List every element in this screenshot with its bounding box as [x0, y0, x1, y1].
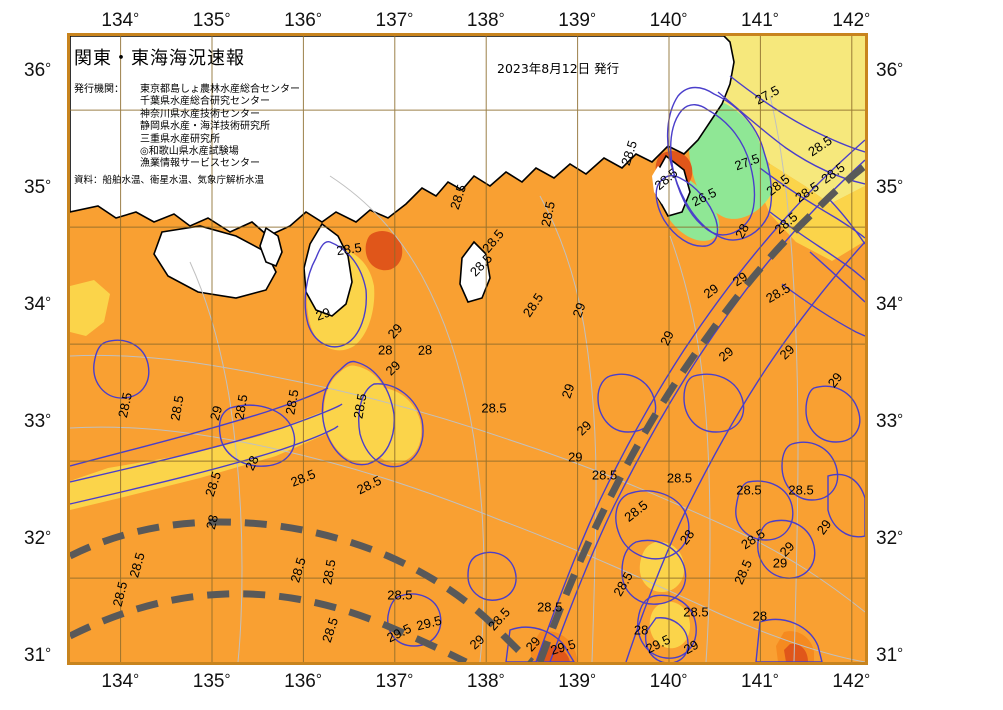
- band-280-ogasawara-patch: [649, 601, 690, 649]
- latitude-tick-label: 34°: [24, 294, 52, 316]
- contour-value-label: 28.5: [537, 599, 563, 615]
- longitude-tick-label: 135°: [192, 10, 231, 31]
- latitude-tick-label: 33°: [24, 411, 52, 433]
- publisher-label: [74, 109, 140, 121]
- issue-date: 2023年8月12日 発行: [497, 61, 620, 76]
- contour-value-label: 28: [202, 512, 221, 531]
- longitude-tick-label: 142°: [832, 671, 871, 692]
- band-280-west: [70, 280, 110, 336]
- land-honshu: [70, 36, 735, 237]
- latitude-tick-label: 31°: [24, 645, 52, 667]
- publisher-name: 三重県水産研究所: [140, 133, 220, 145]
- longitude-tick-label: 139°: [558, 671, 596, 692]
- band-290-mikawa: [365, 230, 403, 271]
- publisher-name: ◎和歌山県水産試験場: [140, 146, 239, 158]
- publisher-label: [74, 134, 140, 146]
- latitude-tick-label: 36°: [876, 60, 904, 82]
- publisher-row: 静岡県水産・海洋技術研究所: [74, 121, 300, 133]
- longitude-tick-label: 141°: [741, 10, 779, 31]
- latitude-tick-label: 36°: [24, 60, 52, 82]
- land-shikoku: [153, 225, 277, 299]
- contour-value-label: 28: [416, 341, 433, 358]
- longitude-tick-label: 137°: [375, 10, 414, 31]
- longitude-tick-label: 139°: [558, 10, 596, 31]
- contour-value-label: 28.5: [736, 482, 762, 498]
- header-block: 関東・東海海況速報: [74, 44, 245, 70]
- longitude-tick-label: 142°: [832, 10, 871, 31]
- page-title: 関東・東海海況速報: [74, 48, 245, 69]
- latitude-tick-label: 31°: [876, 645, 904, 667]
- contour-value-label: 28: [378, 342, 393, 358]
- longitude-tick-label: 134°: [101, 10, 140, 31]
- publisher-name: 神奈川県水産技術センター: [140, 108, 260, 120]
- band-285-kii-core: [70, 420, 326, 510]
- latitude-tick-label: 32°: [24, 528, 52, 550]
- latitude-tick-label: 34°: [876, 294, 904, 316]
- source-line: 資料：船舶水温、衛星水温、気象庁解析水温: [74, 175, 265, 186]
- land-layer: [70, 36, 735, 317]
- publisher-row: 発行機関： 東京都島しょ農林水産総合センター: [74, 84, 300, 96]
- longitude-tick-label: 137°: [375, 671, 414, 692]
- contour-value-label: 29: [772, 555, 788, 571]
- longitude-tick-label: 136°: [284, 671, 322, 692]
- latitude-tick-label: 33°: [876, 411, 904, 433]
- longitude-tick-label: 138°: [466, 671, 505, 692]
- contour-value-label: 28.5: [387, 587, 413, 603]
- latitude-tick-label: 35°: [876, 177, 904, 199]
- map-canvas: 27.5 27.5 26.5 28 28.5 28.5 28.5 28.5 28.5 28.5 28…: [70, 36, 865, 662]
- current-axis-layer: [70, 163, 865, 662]
- contour-value-label: 28.5: [683, 604, 709, 620]
- longitude-tick-label: 141°: [741, 671, 779, 692]
- publisher-label: [74, 158, 140, 170]
- publisher-label: 発行機関：: [74, 84, 124, 95]
- publisher-row: 漁業情報サービスセンター: [74, 158, 300, 170]
- band-295-patch-b: [784, 643, 808, 662]
- graticule-layer: [70, 36, 865, 662]
- contour-value-label: 29: [568, 449, 583, 465]
- map-vector-layer: [70, 36, 865, 662]
- latitude-tick-label: 35°: [24, 177, 52, 199]
- longitude-tick-label: 136°: [284, 10, 322, 31]
- contour-value-label: 28: [633, 622, 649, 638]
- longitude-tick-label: 138°: [466, 10, 505, 31]
- kuroshio-axis-main: [536, 163, 865, 662]
- contour-value-label: 28.5: [788, 482, 814, 498]
- publisher-row: 千葉県水産総合研究センター: [74, 96, 300, 108]
- contour-value-label: 28.5: [481, 400, 507, 416]
- contour-value-label: 28.5: [591, 467, 618, 483]
- band-280-enshunada: [362, 387, 422, 463]
- publisher-name: 東京都島しょ農林水産総合センター: [140, 84, 300, 95]
- publisher-name: 千葉県水産総合研究センター: [140, 96, 270, 108]
- publisher-name: 漁業情報サービスセンター: [140, 158, 260, 170]
- publisher-label: [74, 146, 140, 158]
- publisher-row: 三重県水産研究所: [74, 134, 300, 146]
- longitude-tick-label: 140°: [649, 671, 688, 692]
- latitude-tick-label: 32°: [876, 528, 904, 550]
- publisher-row: 神奈川県水産技術センター: [74, 109, 300, 121]
- longitude-tick-label: 135°: [192, 671, 231, 692]
- sst-map[interactable]: 27.5 27.5 26.5 28 28.5 28.5 28.5 28.5 28.5 28.5 28…: [67, 33, 868, 665]
- contour-value-label: 28.5: [666, 470, 693, 486]
- contour-value-label: 28: [752, 608, 768, 624]
- publisher-block: 発行機関： 東京都島しょ農林水産総合センター 千葉県水産総合研究センター 神奈川県水産…: [74, 84, 300, 171]
- band-275-kashima: [718, 36, 865, 204]
- isotherm-faint-layer: [70, 95, 865, 662]
- band-265-tokyobay: [688, 96, 772, 219]
- publisher-name: 静岡県水産・海洋技術研究所: [140, 121, 270, 133]
- publisher-label: [74, 96, 140, 108]
- publisher-label: [74, 121, 140, 133]
- longitude-tick-label: 134°: [101, 671, 140, 692]
- kuroshio-axis-branch-south: [70, 590, 468, 662]
- land-awaji: [259, 226, 283, 268]
- publisher-row: ◎和歌山県水産試験場: [74, 146, 300, 158]
- longitude-tick-label: 140°: [649, 10, 688, 31]
- kuroshio-axis-secondary: [70, 518, 535, 662]
